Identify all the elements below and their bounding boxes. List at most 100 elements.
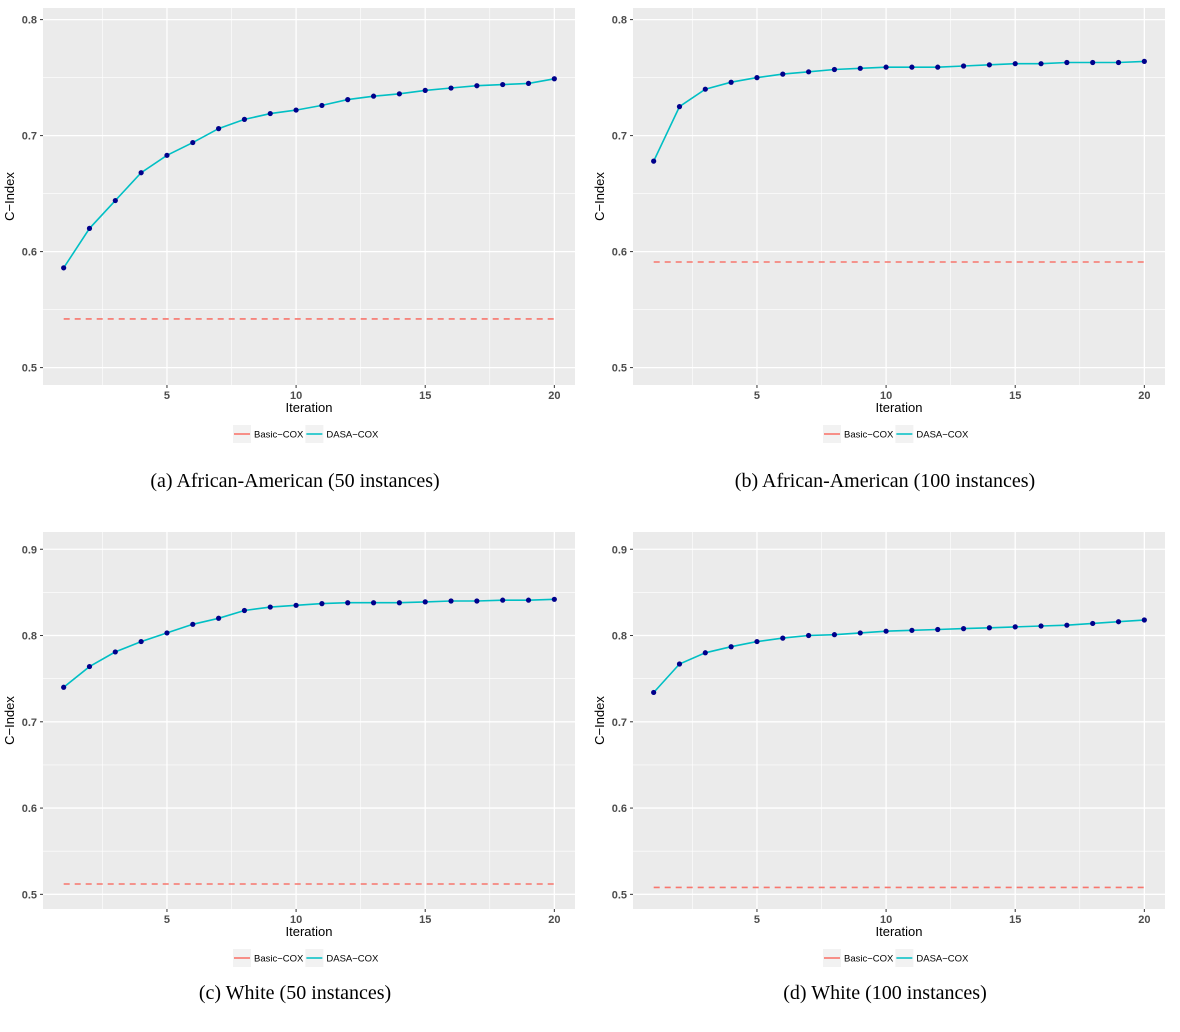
chart-panel-c: 5 10 15 20 0.5 0.6 0.7 0.8 0.9 Iteration C−Index Ba… bbox=[0, 524, 590, 1032]
data-point bbox=[1038, 623, 1044, 629]
x-tick-label: 15 bbox=[1009, 914, 1021, 926]
data-point bbox=[164, 630, 170, 636]
y-tick-label: 0.7 bbox=[612, 717, 627, 729]
data-point bbox=[1141, 58, 1147, 64]
data-point bbox=[883, 64, 889, 70]
series-line bbox=[653, 619, 1145, 694]
data-point bbox=[883, 628, 889, 634]
data-point bbox=[293, 107, 299, 113]
chart-panel-d: 5 10 15 20 0.5 0.6 0.7 0.8 0.9 Iteration C−Index Ba… bbox=[590, 524, 1180, 1032]
data-point bbox=[651, 689, 657, 696]
data-point bbox=[370, 93, 377, 99]
data-point bbox=[1012, 61, 1018, 67]
x-tick-label: 20 bbox=[548, 914, 560, 926]
y-tick-label: 0.5 bbox=[612, 889, 627, 901]
data-point bbox=[138, 170, 144, 176]
data-point bbox=[319, 601, 325, 607]
data-point bbox=[728, 644, 734, 650]
y-tick-label: 0.7 bbox=[22, 717, 37, 729]
data-point bbox=[960, 63, 967, 69]
data-point bbox=[190, 621, 196, 627]
x-tick-label: 10 bbox=[290, 390, 302, 402]
data-point bbox=[345, 600, 351, 606]
legend-label: DASA−COX bbox=[326, 430, 379, 441]
data-point bbox=[112, 649, 118, 655]
chart-svg-a: 5 10 15 20 0.5 0.6 0.7 0.8 Iteration C−Index Basic… bbox=[2, 8, 575, 443]
data-point bbox=[500, 597, 506, 603]
y-axis-title: C−Index bbox=[592, 696, 607, 745]
y-tick-label: 0.8 bbox=[612, 631, 627, 643]
data-point bbox=[935, 626, 941, 633]
y-tick-label: 0.5 bbox=[612, 363, 627, 375]
data-point bbox=[986, 62, 992, 68]
data-point bbox=[500, 81, 506, 88]
data-point bbox=[754, 638, 760, 645]
data-point bbox=[345, 97, 351, 103]
x-axis-title: Iteration bbox=[286, 924, 333, 939]
data-point bbox=[267, 604, 273, 610]
data-point bbox=[112, 197, 118, 204]
x-tick-label: 20 bbox=[1138, 914, 1150, 926]
y-tick-label: 0.9 bbox=[612, 544, 627, 556]
data-point bbox=[1012, 624, 1018, 630]
y-tick-label: 0.6 bbox=[612, 247, 627, 259]
data-point bbox=[1141, 617, 1147, 623]
y-axis-title: C−Index bbox=[2, 172, 17, 221]
data-point bbox=[190, 139, 196, 146]
data-point bbox=[1115, 59, 1122, 66]
data-point bbox=[164, 152, 170, 158]
data-point bbox=[86, 663, 93, 670]
data-point bbox=[216, 615, 222, 621]
chart-caption-b: (b) African-American (100 instances) bbox=[734, 470, 1036, 492]
data-point bbox=[319, 102, 325, 109]
data-point bbox=[986, 625, 992, 631]
x-tick-label: 10 bbox=[880, 390, 892, 402]
data-point bbox=[138, 638, 144, 645]
y-tick-label: 0.5 bbox=[22, 363, 37, 375]
x-tick-label: 5 bbox=[754, 914, 760, 926]
data-point bbox=[1090, 620, 1096, 627]
legend-label: DASA−COX bbox=[916, 954, 969, 965]
legend-label: DASA−COX bbox=[916, 430, 969, 441]
data-point bbox=[474, 598, 480, 604]
chart-svg-b: 5 10 15 20 0.5 0.6 0.7 0.8 Iteration C−Index Basic… bbox=[592, 8, 1165, 443]
x-tick-label: 20 bbox=[548, 390, 560, 402]
series-line bbox=[63, 78, 555, 269]
data-point bbox=[293, 602, 299, 608]
data-point bbox=[396, 91, 402, 97]
data-point bbox=[241, 116, 248, 122]
y-tick-label: 0.6 bbox=[612, 803, 627, 815]
data-point bbox=[676, 661, 683, 667]
legend-label: Basic−COX bbox=[254, 430, 304, 441]
data-point bbox=[216, 126, 222, 132]
x-tick-label: 10 bbox=[290, 914, 302, 926]
data-point bbox=[241, 607, 248, 614]
data-point bbox=[780, 71, 786, 77]
y-tick-label: 0.8 bbox=[612, 15, 627, 27]
x-tick-label: 15 bbox=[419, 914, 431, 926]
y-tick-label: 0.7 bbox=[22, 131, 37, 143]
x-axis-title: Iteration bbox=[876, 924, 923, 939]
plot-background bbox=[633, 8, 1165, 385]
legend-label: Basic−COX bbox=[844, 430, 894, 441]
x-tick-label: 10 bbox=[880, 914, 892, 926]
x-tick-label: 5 bbox=[164, 390, 170, 402]
data-point bbox=[857, 65, 863, 71]
data-point bbox=[551, 76, 557, 82]
y-tick-label: 0.6 bbox=[22, 803, 37, 815]
data-point bbox=[61, 684, 67, 690]
y-tick-label: 0.9 bbox=[22, 544, 37, 556]
chart-caption-d: (d) White (100 instances) bbox=[783, 982, 987, 1004]
data-point bbox=[702, 650, 708, 656]
y-tick-label: 0.8 bbox=[22, 631, 37, 643]
x-tick-label: 5 bbox=[164, 914, 170, 926]
chart-caption-a: (a) African-American (50 instances) bbox=[150, 470, 440, 492]
data-point bbox=[960, 626, 967, 632]
data-point bbox=[1038, 61, 1044, 67]
x-tick-label: 15 bbox=[1009, 390, 1021, 402]
legend-label: DASA−COX bbox=[326, 954, 379, 965]
data-point bbox=[806, 69, 812, 75]
data-point bbox=[780, 635, 786, 641]
y-tick-label: 0.7 bbox=[612, 131, 627, 143]
plot-background bbox=[633, 532, 1165, 909]
